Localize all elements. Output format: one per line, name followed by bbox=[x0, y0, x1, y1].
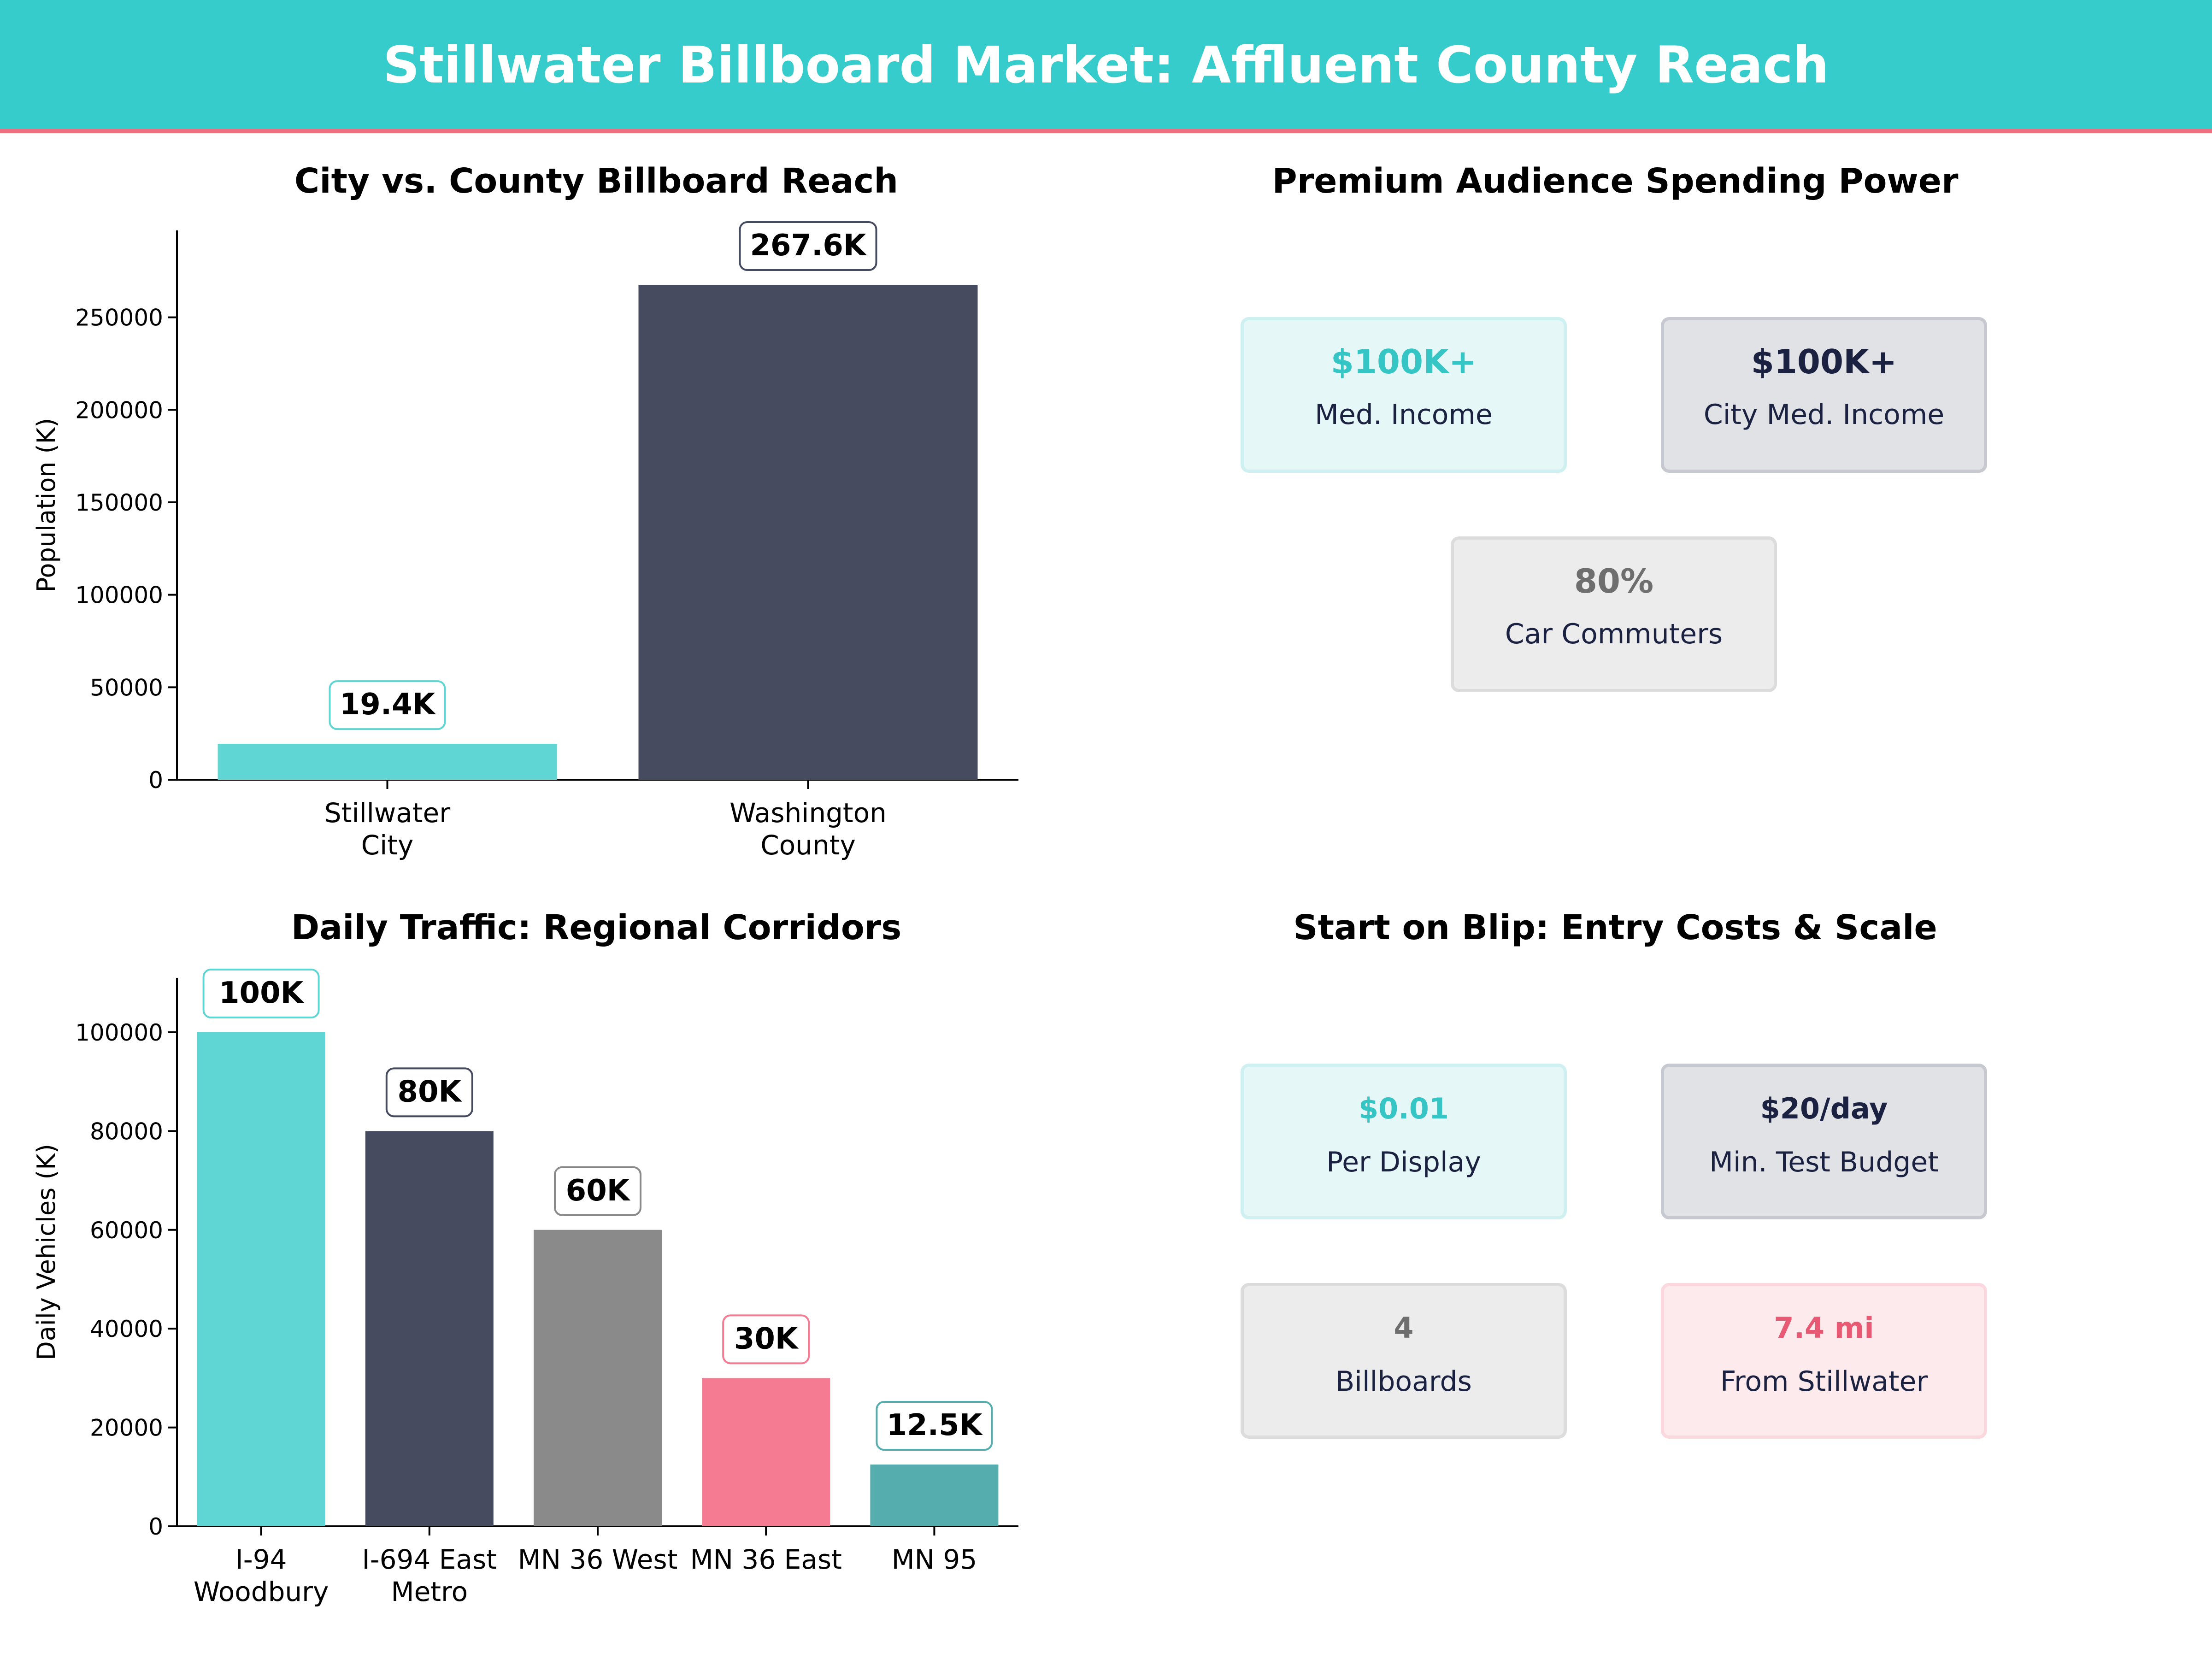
stat-value: 4 bbox=[1394, 1311, 1414, 1345]
entry-panel-title: Start on Blip: Entry Costs & Scale bbox=[1293, 908, 1937, 947]
bar-4 bbox=[702, 1378, 830, 1526]
data-label: 12.5K bbox=[887, 1408, 983, 1442]
data-label-box bbox=[554, 1166, 641, 1216]
stat-card-car-commuters: 80% Car Commuters bbox=[1451, 536, 1777, 692]
data-label-box bbox=[876, 1400, 993, 1451]
stat-label: From Stillwater bbox=[1720, 1365, 1928, 1398]
stat-value: $20/day bbox=[1760, 1092, 1888, 1125]
stat-label: Car Commuters bbox=[1505, 618, 1723, 650]
banner-accent-line bbox=[0, 129, 2212, 133]
bar-2 bbox=[638, 284, 978, 780]
title-banner bbox=[0, 0, 2212, 130]
stat-value: 80% bbox=[1574, 562, 1654, 600]
y-tick-label: 200000 bbox=[75, 397, 163, 424]
chart1-group: 0 50000 100000 150000 200000 250000 Population… bbox=[32, 221, 1018, 861]
spending-panel-title: Premium Audience Spending Power bbox=[1272, 161, 1959, 201]
stat-label: City Med. Income bbox=[1703, 399, 1945, 431]
y-tick-label: 100000 bbox=[75, 1019, 163, 1046]
y-tick-label: 20000 bbox=[90, 1415, 163, 1441]
stat-card-per-display: $0.01 Per Display bbox=[1241, 1064, 1567, 1219]
chart2-group: 0 20000 40000 60000 80000 100000 Daily Vehicle… bbox=[32, 968, 1018, 1607]
data-label: 100K bbox=[219, 976, 305, 1010]
y-tick-label: 0 bbox=[148, 767, 163, 794]
category-label: Washington County bbox=[729, 797, 887, 861]
stat-value: $100K+ bbox=[1330, 342, 1477, 381]
chart2-title: Daily Traffic: Regional Corridors bbox=[291, 908, 902, 947]
y-tick-label: 100000 bbox=[75, 582, 163, 609]
stat-value: $0.01 bbox=[1358, 1092, 1449, 1125]
category-label: MN 36 West bbox=[518, 1544, 678, 1575]
chart1-title: City vs. County Billboard Reach bbox=[294, 161, 899, 201]
stat-label: Med. Income bbox=[1315, 399, 1493, 431]
y-tick-label: 60000 bbox=[90, 1217, 163, 1244]
y-tick-label: 40000 bbox=[90, 1316, 163, 1342]
data-label: 30K bbox=[734, 1322, 799, 1356]
data-label: 19.4K bbox=[340, 688, 436, 722]
stat-card-billboards: 4 Billboards bbox=[1241, 1283, 1567, 1439]
stat-label: Per Display bbox=[1326, 1146, 1481, 1178]
bar-1 bbox=[197, 1032, 325, 1526]
stat-label: Min. Test Budget bbox=[1709, 1146, 1939, 1178]
data-label-box bbox=[202, 968, 320, 1018]
y-tick-label: 50000 bbox=[90, 674, 163, 701]
data-label: 60K bbox=[566, 1174, 631, 1208]
data-label: 80K bbox=[397, 1075, 462, 1109]
y-axis-label: Daily Vehicles (K) bbox=[32, 1144, 61, 1360]
y-axis-label: Population (K) bbox=[32, 418, 61, 592]
stat-value: 7.4 mi bbox=[1774, 1311, 1874, 1345]
category-label: I-694 East Metro bbox=[362, 1544, 497, 1607]
stat-card-distance: 7.4 mi From Stillwater bbox=[1661, 1283, 1987, 1439]
category-label: Stillwater City bbox=[324, 797, 450, 861]
data-label-box bbox=[329, 680, 446, 730]
data-label-box bbox=[385, 1067, 473, 1118]
category-label: MN 36 East bbox=[690, 1544, 842, 1575]
stat-card-min-test-budget: $20/day Min. Test Budget bbox=[1661, 1064, 1987, 1219]
stat-card-median-income: $100K+ Med. Income bbox=[1241, 317, 1567, 473]
data-label: 267.6K bbox=[750, 229, 867, 263]
y-tick-label: 250000 bbox=[75, 305, 163, 331]
data-label-box bbox=[722, 1314, 810, 1365]
stat-value: $100K+ bbox=[1751, 342, 1897, 381]
page-title: Stillwater Billboard Market: Affluent Co… bbox=[383, 35, 1829, 94]
category-label: MN 95 bbox=[892, 1544, 977, 1575]
y-tick-label: 80000 bbox=[90, 1118, 163, 1145]
stat-label: Billboards bbox=[1335, 1365, 1472, 1398]
category-label: I-94 Woodbury bbox=[194, 1544, 329, 1607]
bar-3 bbox=[534, 1230, 662, 1526]
bar-1 bbox=[218, 744, 557, 780]
y-tick-label: 0 bbox=[148, 1513, 163, 1540]
data-label-box bbox=[739, 221, 877, 271]
bar-2 bbox=[365, 1131, 494, 1526]
stat-card-city-median-income: $100K+ City Med. Income bbox=[1661, 317, 1987, 473]
y-tick-label: 150000 bbox=[75, 489, 163, 516]
bar-5 bbox=[870, 1464, 999, 1526]
